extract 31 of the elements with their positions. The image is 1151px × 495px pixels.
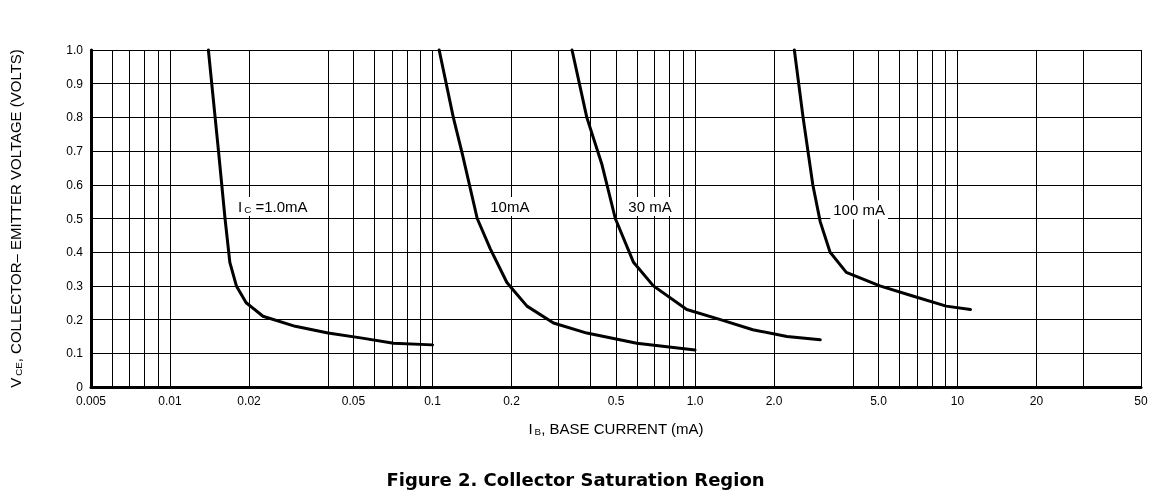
x-tick-label: 0.2 xyxy=(503,394,521,408)
x-tick-label: 5.0 xyxy=(870,394,888,408)
x-tick-label: 0.01 xyxy=(158,394,183,408)
x-axis-title: IB, BASE CURRENT (mA) xyxy=(528,420,704,437)
y-tick-label: 0.7 xyxy=(66,144,84,159)
y-axis-title: VCE, COLLECTOR– EMITTER VOLTAGE (VOLTS) xyxy=(7,49,24,388)
y-tick-label: 0 xyxy=(76,380,84,394)
series-label: 10mA xyxy=(490,198,530,215)
series-label: 30 mA xyxy=(628,198,672,215)
y-tick-label: 0.5 xyxy=(66,211,84,226)
y-tick-label: 0.2 xyxy=(66,312,84,327)
y-tick-label: 1.0 xyxy=(66,43,84,57)
y-tick-label: 0.9 xyxy=(66,76,84,91)
text: Figure 2. Collector Saturation Region xyxy=(386,468,765,490)
series-label: IC =1.0mA xyxy=(238,198,308,215)
y-tick-label: 0.3 xyxy=(66,278,84,293)
y-tick-label: 0.4 xyxy=(66,245,84,260)
x-tick-label: 0.05 xyxy=(341,394,366,408)
x-tick-label: 1.0 xyxy=(686,394,704,408)
y-tick-label: 0.6 xyxy=(66,177,84,192)
x-tick-label: 0.02 xyxy=(237,394,262,408)
y-tick-label: 0.8 xyxy=(66,110,84,125)
x-tick-label: 0.005 xyxy=(75,394,107,408)
x-tick-label: 20 xyxy=(1029,394,1044,408)
series-label: 100 mA xyxy=(833,201,885,219)
x-tick-label: 2.0 xyxy=(765,394,783,408)
x-tick-label: 50 xyxy=(1134,394,1148,408)
x-tick-label: 10 xyxy=(950,394,965,408)
x-tick-label: 0.1 xyxy=(424,394,442,408)
x-tick-label: 0.5 xyxy=(607,394,625,408)
y-tick-label: 0.1 xyxy=(66,346,84,361)
